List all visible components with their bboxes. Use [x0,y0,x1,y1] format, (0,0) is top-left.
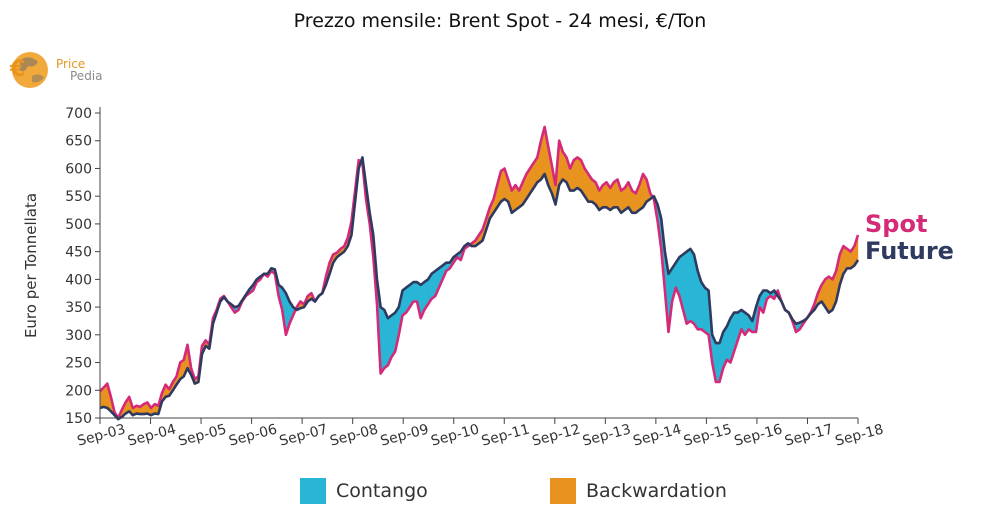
x-tick-label: Sep-11 [480,421,532,449]
end-label-future: Future [865,237,954,265]
series-lines [99,125,860,421]
legend-label-contango: Contango [336,480,428,502]
y-tick-label: 450 [65,245,92,261]
x-tick-label: Sep-12 [530,421,582,449]
svg-text:€: € [9,57,25,82]
legend-item-contango[interactable]: Contango [300,478,428,504]
y-tick-label: 250 [65,356,92,372]
y-tick-label: 650 [65,134,92,150]
spread-segment [828,276,833,314]
y-tick-label: 500 [65,217,92,233]
x-tick-label: Sep-06 [227,421,279,449]
legend-label-backwardation: Backwardation [586,480,727,502]
x-tick-label: Sep-08 [328,421,380,449]
x-tick-label: Sep-18 [834,421,886,449]
legend-swatch-contango [300,478,326,504]
legend-item-backwardation[interactable]: Backwardation [550,478,727,504]
x-tick-label: Sep-16 [732,421,784,449]
end-label-spot: Spot [865,210,927,238]
series-line-spot [99,125,860,420]
x-tick-label: Sep-10 [429,421,481,449]
axes: 150 200 250 300 350 400 450 500 550 600 650 700 Sep-… [22,106,885,450]
x-tick-label: Sep-09 [379,421,431,449]
spread-segment [690,248,695,325]
spread-segment [577,156,582,192]
y-tick-label: 700 [65,106,92,122]
x-tick-label: Sep-05 [177,421,229,449]
series-line-future [99,156,860,421]
x-tick-label: Sep-15 [682,421,734,449]
chart-title: Prezzo mensile: Brent Spot - 24 mesi, €/… [293,10,707,32]
y-tick-label: 550 [65,189,92,205]
spread-segment [686,248,691,325]
y-axis-label: Euro per Tonnellata [22,193,40,338]
y-tick-label: 600 [65,161,92,177]
x-tick-label: Sep-07 [278,421,330,449]
y-tick-label: 150 [65,411,92,427]
x-tick-label: Sep-14 [631,421,683,449]
spread-segment [715,342,720,383]
spread-segment [701,281,706,333]
x-tick-label: Sep-17 [783,421,835,449]
pricepedia-logo: € Price Pedia [9,52,103,88]
logo-text-pedia: Pedia [70,69,103,83]
spread-segment [573,156,578,192]
logo-text-price: Price [56,57,85,71]
y-tick-label: 300 [65,328,92,344]
y-tick-label: 350 [65,300,92,316]
spread-areas [99,126,859,420]
spread-segment [413,281,418,302]
x-tick-label: Sep-04 [126,421,178,449]
y-tick-label: 200 [65,383,92,399]
x-tick-label: Sep-13 [581,421,633,449]
legend-swatch-backwardation [550,478,576,504]
y-tick-label: 400 [65,272,92,288]
